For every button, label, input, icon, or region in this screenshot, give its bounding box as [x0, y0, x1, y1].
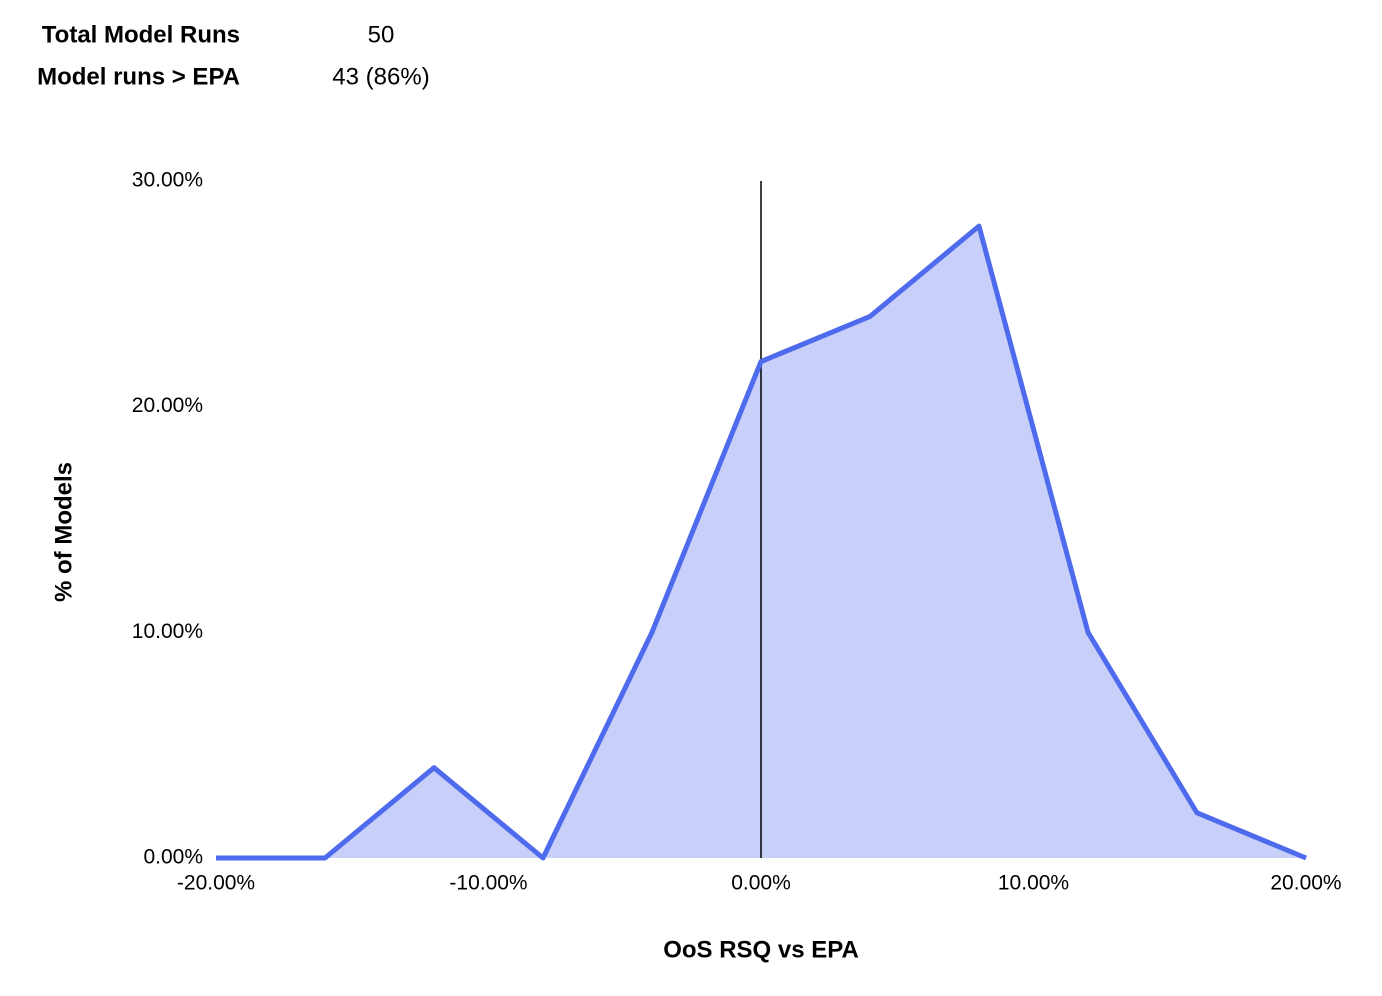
stat-label: Model runs > EPA [37, 63, 240, 90]
y-tick-label: 30.00% [132, 169, 203, 192]
y-tick-label: 0.00% [143, 846, 203, 869]
stat-value: 50 [368, 21, 395, 48]
stat-label: Total Model Runs [42, 21, 240, 48]
stat-value: 43 (86%) [332, 63, 429, 90]
y-tick-label: 20.00% [132, 394, 203, 417]
y-axis-title: % of Models [50, 462, 77, 602]
line [216, 223, 1307, 861]
x-tick-label: 0.00% [731, 872, 791, 895]
x-tick-label: -10.00% [449, 872, 527, 895]
x-tick-label: 20.00% [1270, 872, 1341, 895]
x-tick-label: 10.00% [998, 872, 1069, 895]
x-tick-label: -20.00% [177, 872, 255, 895]
y-tick-label: 10.00% [132, 620, 203, 643]
x-axis-title: OoS RSQ vs EPA [663, 936, 859, 963]
